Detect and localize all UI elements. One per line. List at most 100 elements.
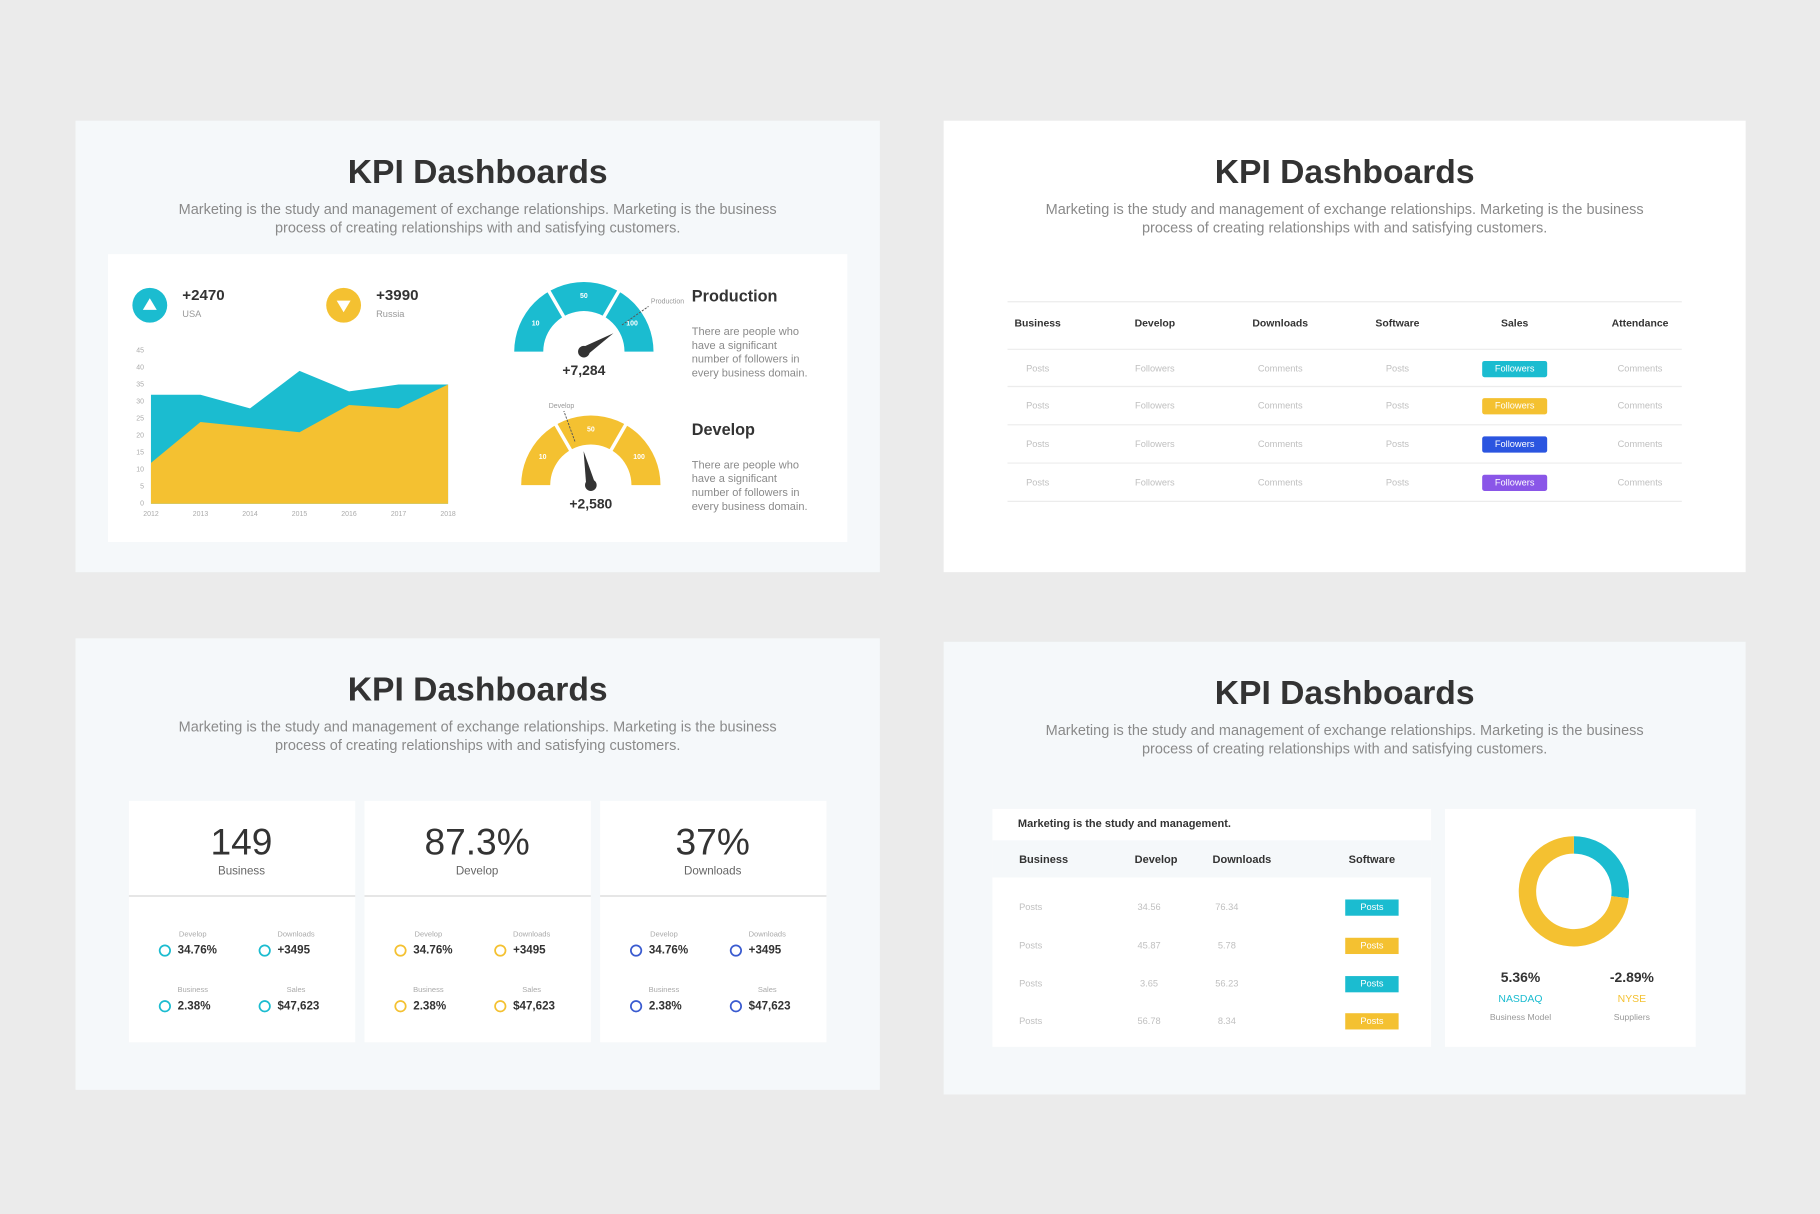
slide-subtitle: process of creating relationships with a… xyxy=(275,220,680,236)
stat-label: Sales xyxy=(287,985,306,994)
stat-icon xyxy=(258,1000,271,1013)
stat-icon xyxy=(630,944,643,957)
stat-label: Business xyxy=(649,985,680,994)
table-header: Downloads xyxy=(1252,319,1308,330)
card-label: Develop xyxy=(456,865,499,878)
kpi-arrow xyxy=(142,298,157,310)
y-tick-label: 35 xyxy=(136,381,144,388)
gauge-scale: 100 xyxy=(633,454,645,461)
stat-value: 5.36% xyxy=(1501,969,1540,985)
table-cell: Comments xyxy=(1258,401,1303,411)
y-tick-label: 15 xyxy=(136,449,144,456)
table-cell: 3.65 xyxy=(1140,979,1158,989)
table-cell: 8.34 xyxy=(1218,1016,1236,1026)
stat-icon xyxy=(630,1000,643,1013)
slide xyxy=(943,120,1746,573)
x-tick-label: 2018 xyxy=(440,511,456,518)
badge-text: Posts xyxy=(1360,940,1384,950)
table-header: Downloads xyxy=(1213,854,1272,866)
badge xyxy=(1482,436,1548,453)
stat-label: Downloads xyxy=(513,929,550,938)
stat-label: Develop xyxy=(650,929,678,938)
x-tick-label: 2012 xyxy=(143,511,159,518)
table-cell: Followers xyxy=(1135,401,1175,411)
slide-subtitle: Marketing is the study and management of… xyxy=(179,720,777,736)
gauge-text: number of followers in xyxy=(692,354,800,366)
gauge-separator xyxy=(553,422,573,452)
stat-value: 2.38% xyxy=(413,999,446,1012)
y-tick-label: 20 xyxy=(136,432,144,439)
table-cell: Comments xyxy=(1618,477,1663,487)
badge xyxy=(1345,899,1399,916)
table-cell: 56.78 xyxy=(1137,1016,1160,1026)
gauge-marker xyxy=(563,410,576,442)
slide-title: KPI Dashboards xyxy=(348,672,608,709)
table-cell: Posts xyxy=(1019,979,1043,989)
table-cell: 5.78 xyxy=(1218,940,1236,950)
badge xyxy=(1345,937,1399,955)
gauge-scale: 50 xyxy=(587,426,595,433)
badge-text: Followers xyxy=(1495,477,1535,487)
table-cell: Posts xyxy=(1019,1016,1043,1026)
stat-label: Downloads xyxy=(749,929,786,938)
y-tick-label: 0 xyxy=(140,501,144,508)
stat-icon xyxy=(729,1000,743,1013)
table-header: Sales xyxy=(1501,319,1528,330)
gauge-value: +7,284 xyxy=(562,362,605,378)
kpi-value: +3990 xyxy=(376,287,418,304)
header-band xyxy=(992,840,1432,878)
gauge-scale: 100 xyxy=(626,321,638,328)
table-cell: Comments xyxy=(1618,364,1663,374)
badge-text: Posts xyxy=(1360,902,1384,912)
y-tick-label: 40 xyxy=(136,364,144,371)
y-tick-label: 25 xyxy=(136,415,144,422)
stat-label: Downloads xyxy=(277,929,314,938)
stat-label: Develop xyxy=(415,929,443,938)
slide-subtitle: process of creating relationships with a… xyxy=(275,738,680,754)
donut-slice xyxy=(1518,836,1629,947)
badge xyxy=(1482,398,1548,415)
gauge-separator xyxy=(609,422,628,452)
gauge-text: every business domain. xyxy=(692,501,808,513)
gauge-hub xyxy=(585,479,597,491)
table-cell: Followers xyxy=(1135,477,1175,487)
badge-text: Posts xyxy=(1360,1016,1384,1026)
stat-value: $47,623 xyxy=(277,999,319,1012)
gauge-scale: 10 xyxy=(539,454,547,461)
table-cell: Posts xyxy=(1019,940,1043,950)
table-cell: Comments xyxy=(1618,401,1663,411)
slide-title: KPI Dashboards xyxy=(348,154,608,191)
gauge-needle xyxy=(583,451,596,487)
table-cell: Posts xyxy=(1386,477,1410,487)
slide-subtitle: process of creating relationships with a… xyxy=(1142,742,1547,758)
stat-value: $47,623 xyxy=(513,999,555,1012)
table-cell: Posts xyxy=(1026,364,1050,374)
stat-icon xyxy=(494,1000,507,1013)
gauge-scale: 50 xyxy=(580,293,588,300)
gauge-separator xyxy=(602,289,621,319)
gauge-marker-label: Develop xyxy=(549,403,575,410)
stat-icon xyxy=(158,944,171,957)
card-label: Business xyxy=(218,865,265,878)
card-value: 149 xyxy=(211,821,273,863)
kpi-label: Russia xyxy=(376,309,405,319)
table-header: Software xyxy=(1375,319,1419,330)
stat-label: Business xyxy=(413,985,444,994)
gauge-text: There are people who xyxy=(692,326,799,338)
table-header: Software xyxy=(1349,854,1396,866)
gauge-text: every business domain. xyxy=(692,368,808,380)
badge-text: Followers xyxy=(1495,364,1535,374)
table-header: Attendance xyxy=(1612,319,1669,330)
table-cell: 56.23 xyxy=(1215,979,1238,989)
gauge-text: have a significant xyxy=(692,340,777,352)
table-cell: Comments xyxy=(1258,477,1303,487)
table-header: Develop xyxy=(1135,319,1176,330)
badge xyxy=(1482,360,1548,378)
stat-label: Develop xyxy=(179,929,207,938)
y-tick-label: 5 xyxy=(140,484,144,491)
stat-label: Business Model xyxy=(1490,1012,1551,1022)
y-tick-label: 45 xyxy=(136,347,144,354)
stat-value: 34.76% xyxy=(413,944,452,957)
stat-icon xyxy=(394,1000,407,1013)
